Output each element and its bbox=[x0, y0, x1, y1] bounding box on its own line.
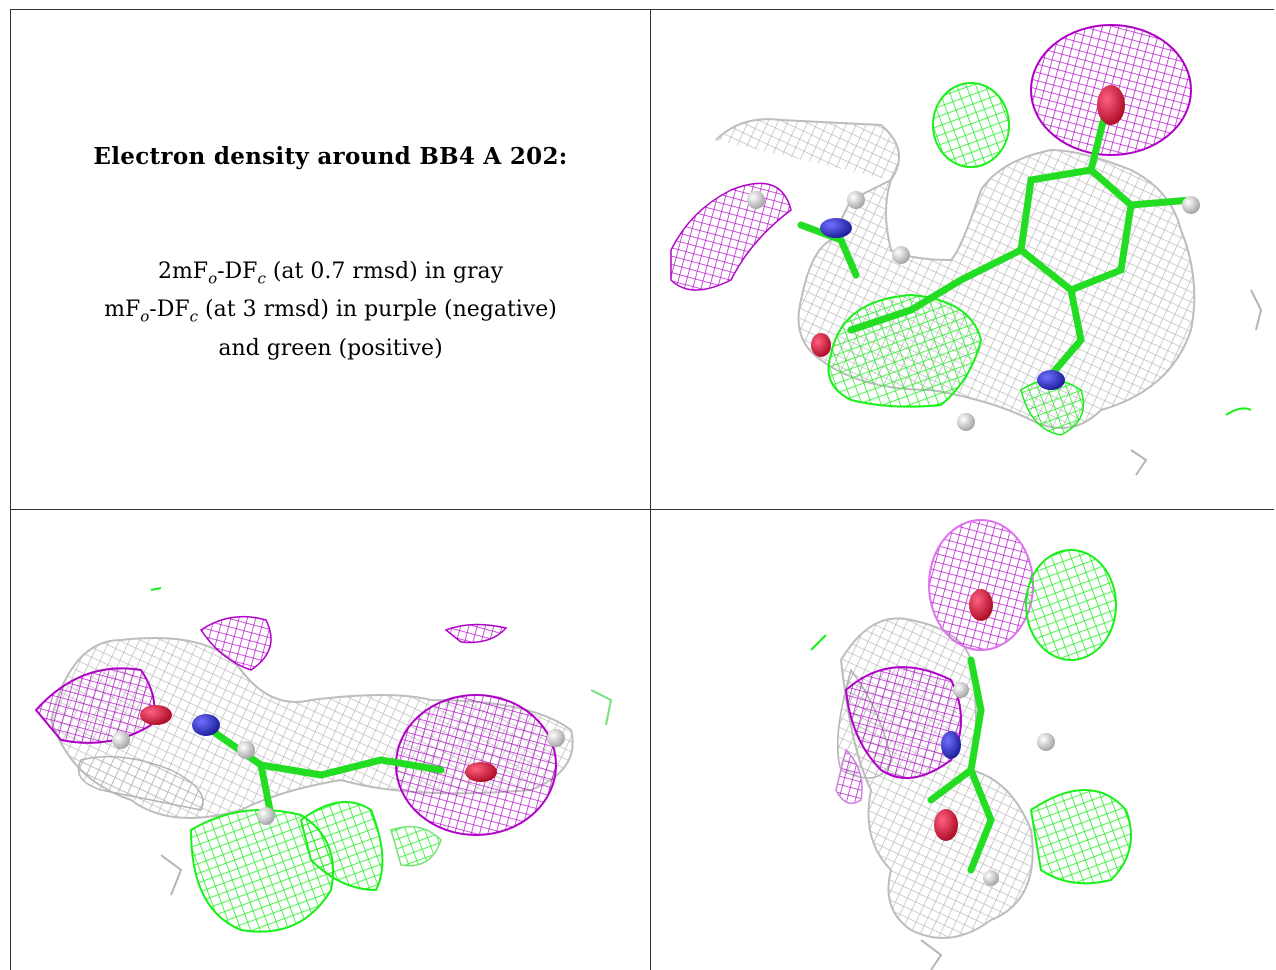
caption-title: Electron density around BB4 A 202: bbox=[93, 143, 568, 170]
density-view-top-right bbox=[651, 10, 1275, 509]
table-border-top bbox=[10, 9, 1274, 10]
caption-cell: Electron density around BB4 A 202: 2mFo-… bbox=[11, 10, 650, 509]
caption-line-2fo: 2mFo-DFc (at 0.7 rmsd) in gray bbox=[157, 259, 504, 288]
density-mesh-icon bbox=[34, 587, 613, 933]
caption-line-colors: and green (positive) bbox=[218, 335, 443, 361]
table-divider-horizontal bbox=[10, 509, 1274, 510]
density-mesh-icon bbox=[670, 24, 1263, 476]
density-view-bottom-right bbox=[651, 510, 1275, 970]
density-view-bottom-left bbox=[11, 510, 650, 970]
caption-line-fo: mFo-DFc (at 3 rmsd) in purple (negative) bbox=[104, 297, 557, 326]
density-mesh-icon bbox=[810, 519, 1132, 970]
caption-body: 2mFo-DFc (at 0.7 rmsd) in gray mFo-DFc (… bbox=[11, 256, 650, 365]
table-divider-vertical bbox=[650, 9, 651, 970]
table-border-left bbox=[10, 9, 11, 970]
